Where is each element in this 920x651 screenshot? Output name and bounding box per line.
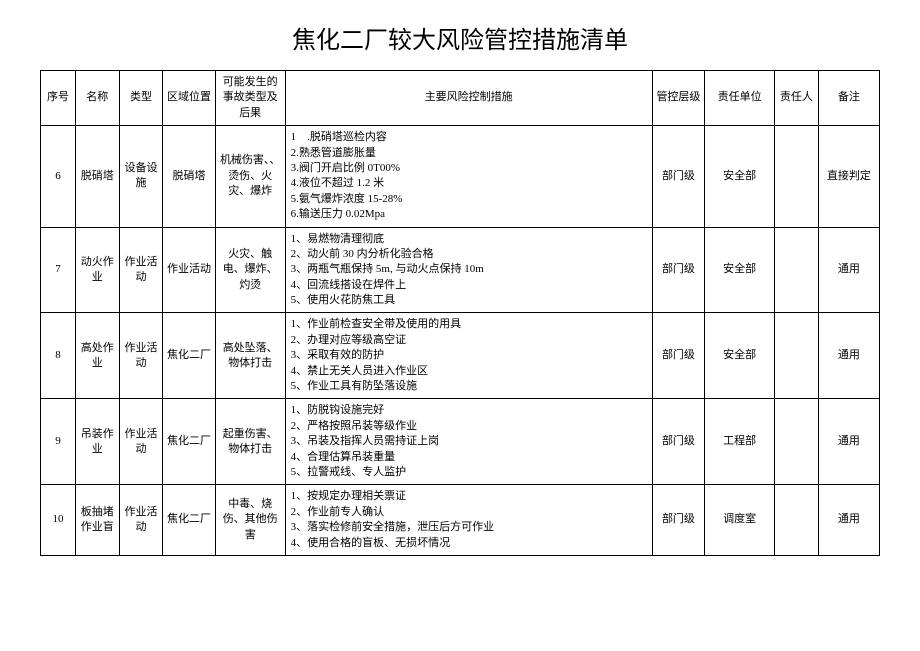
header-event: 可能发生的事故类型及后果: [215, 71, 285, 126]
cell-measure: 1、作业前检查安全带及使用的用具2、办理对应等级高空证3、采取有效的防护4、禁止…: [285, 313, 652, 399]
cell-level: 部门级: [652, 126, 704, 227]
cell-type: 作业活动: [119, 227, 163, 313]
measure-item: 2.熟悉管道膨胀量: [291, 146, 649, 161]
cell-unit: 安全部: [705, 227, 775, 313]
measure-item: 1、易燃物清理彻底: [291, 232, 649, 247]
cell-level: 部门级: [652, 313, 704, 399]
cell-level: 部门级: [652, 485, 704, 556]
measure-item: 5、作业工具有防坠落设施: [291, 379, 649, 394]
risk-table: 序号 名称 类型 区域位置 可能发生的事故类型及后果 主要风险控制措施 管控层级…: [40, 70, 880, 556]
cell-unit: 工程部: [705, 399, 775, 485]
table-row: 10板抽堵作业盲作业活动焦化二厂中毒、烧伤、其他伤害1、按规定办理相关票证2、作…: [41, 485, 880, 556]
header-seq: 序号: [41, 71, 76, 126]
cell-remark: 直接判定: [818, 126, 879, 227]
measure-item: 1、防脱钩设施完好: [291, 403, 649, 418]
cell-type: 设备设施: [119, 126, 163, 227]
measure-item: 4、禁止无关人员进入作业区: [291, 364, 649, 379]
header-name: 名称: [75, 71, 119, 126]
measure-item: 3.阀门开启比例 0T00%: [291, 161, 649, 176]
table-row: 9吊装作业作业活动焦化二厂起重伤害、物体打击1、防脱钩设施完好2、严格按照吊装等…: [41, 399, 880, 485]
measure-item: 2、动火前 30 内分析化验合格: [291, 247, 649, 262]
measure-item: 6.输送压力 0.02Mpa: [291, 207, 649, 222]
cell-area: 作业活动: [163, 227, 215, 313]
cell-seq: 8: [41, 313, 76, 399]
cell-person: [775, 485, 819, 556]
header-row: 序号 名称 类型 区域位置 可能发生的事故类型及后果 主要风险控制措施 管控层级…: [41, 71, 880, 126]
table-row: 7动火作业作业活动作业活动火灾、触电、爆炸、灼烫1、易燃物清理彻底2、动火前 3…: [41, 227, 880, 313]
cell-seq: 6: [41, 126, 76, 227]
measure-item: 3、两瓶气瓶保持 5m, 与动火点保持 10m: [291, 262, 649, 277]
cell-name: 脱硝塔: [75, 126, 119, 227]
cell-event: 火灾、触电、爆炸、灼烫: [215, 227, 285, 313]
measure-item: 3、吊装及指挥人员需持证上岗: [291, 434, 649, 449]
cell-area: 焦化二厂: [163, 485, 215, 556]
measure-item: 4、使用合格的盲板、无损坏情况: [291, 536, 649, 551]
measure-item: 2、严格按照吊装等级作业: [291, 419, 649, 434]
cell-measure: 1、易燃物清理彻底2、动火前 30 内分析化验合格3、两瓶气瓶保持 5m, 与动…: [285, 227, 652, 313]
cell-area: 脱硝塔: [163, 126, 215, 227]
cell-event: 高处坠落、物体打击: [215, 313, 285, 399]
cell-unit: 调度室: [705, 485, 775, 556]
table-row: 8高处作业作业活动焦化二厂高处坠落、物体打击1、作业前检查安全带及使用的用具2、…: [41, 313, 880, 399]
header-level: 管控层级: [652, 71, 704, 126]
cell-type: 作业活动: [119, 313, 163, 399]
header-remark: 备注: [818, 71, 879, 126]
cell-level: 部门级: [652, 227, 704, 313]
cell-type: 作业活动: [119, 399, 163, 485]
cell-measure: 1 .脱硝塔巡检内容2.熟悉管道膨胀量3.阀门开启比例 0T00%4.液位不超过…: [285, 126, 652, 227]
cell-unit: 安全部: [705, 313, 775, 399]
cell-person: [775, 227, 819, 313]
measure-item: 4.液位不超过 1.2 米: [291, 176, 649, 191]
cell-name: 高处作业: [75, 313, 119, 399]
cell-seq: 7: [41, 227, 76, 313]
header-person: 责任人: [775, 71, 819, 126]
cell-type: 作业活动: [119, 485, 163, 556]
header-type: 类型: [119, 71, 163, 126]
cell-area: 焦化二厂: [163, 399, 215, 485]
cell-seq: 9: [41, 399, 76, 485]
measure-item: 5、使用火花防焦工具: [291, 293, 649, 308]
table-row: 6脱硝塔设备设施脱硝塔机械伤害、、烫伤、火灾、爆炸1 .脱硝塔巡检内容2.熟悉管…: [41, 126, 880, 227]
cell-name: 动火作业: [75, 227, 119, 313]
header-unit: 责任单位: [705, 71, 775, 126]
measure-item: 2、办理对应等级高空证: [291, 333, 649, 348]
measure-item: 3、落实检修前安全措施，泄压后方可作业: [291, 520, 649, 535]
cell-person: [775, 313, 819, 399]
cell-remark: 通用: [818, 227, 879, 313]
measure-item: 5.氨气爆炸浓度 15-28%: [291, 192, 649, 207]
cell-remark: 通用: [818, 399, 879, 485]
measure-item: 2、作业前专人确认: [291, 505, 649, 520]
cell-level: 部门级: [652, 399, 704, 485]
page-title: 焦化二厂较大风险管控措施清单: [40, 20, 880, 55]
measure-item: 1、按规定办理相关票证: [291, 489, 649, 504]
cell-person: [775, 399, 819, 485]
cell-measure: 1、按规定办理相关票证2、作业前专人确认3、落实检修前安全措施，泄压后方可作业4…: [285, 485, 652, 556]
cell-person: [775, 126, 819, 227]
cell-name: 板抽堵作业盲: [75, 485, 119, 556]
measure-item: 3、采取有效的防护: [291, 348, 649, 363]
measure-item: 4、合理估算吊装重量: [291, 450, 649, 465]
measure-item: 4、回流线搭设在焊件上: [291, 278, 649, 293]
cell-seq: 10: [41, 485, 76, 556]
measure-item: 5、拉警戒线、专人监护: [291, 465, 649, 480]
cell-remark: 通用: [818, 485, 879, 556]
cell-name: 吊装作业: [75, 399, 119, 485]
measure-item: 1、作业前检查安全带及使用的用具: [291, 317, 649, 332]
header-measure: 主要风险控制措施: [285, 71, 652, 126]
cell-measure: 1、防脱钩设施完好2、严格按照吊装等级作业3、吊装及指挥人员需持证上岗4、合理估…: [285, 399, 652, 485]
cell-event: 机械伤害、、烫伤、火灾、爆炸: [215, 126, 285, 227]
cell-unit: 安全部: [705, 126, 775, 227]
cell-event: 中毒、烧伤、其他伤害: [215, 485, 285, 556]
cell-area: 焦化二厂: [163, 313, 215, 399]
measure-item: 1 .脱硝塔巡检内容: [291, 130, 649, 145]
cell-event: 起重伤害、物体打击: [215, 399, 285, 485]
header-area: 区域位置: [163, 71, 215, 126]
cell-remark: 通用: [818, 313, 879, 399]
